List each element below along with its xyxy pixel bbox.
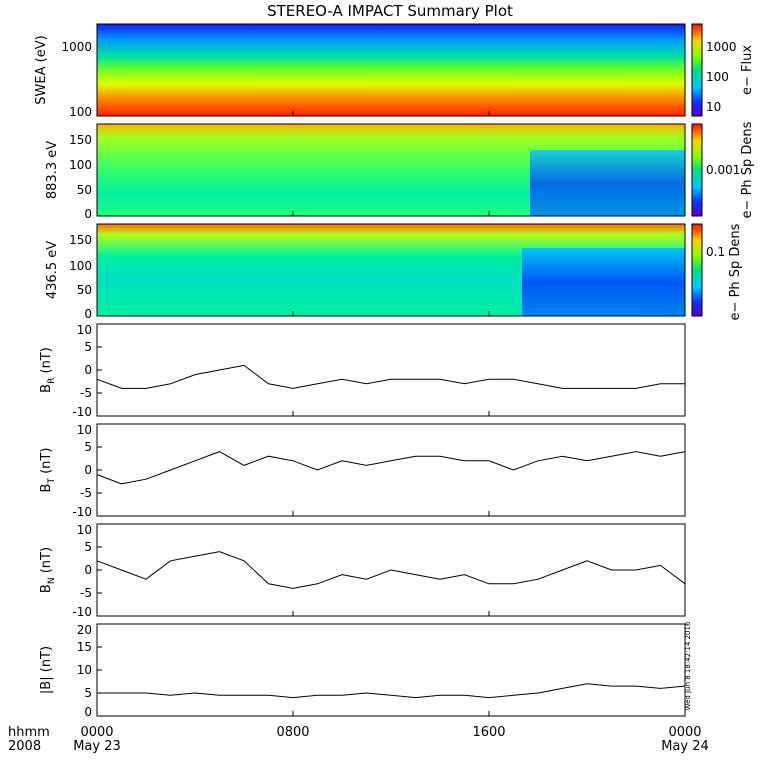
pad-883-frame — [96, 123, 686, 217]
colorbar-pad-883-tick-label: 0.001 — [706, 163, 740, 177]
bt-panel: -10 -5 0 5 10 BT (nT) — [39, 423, 686, 519]
bn-ytick-label: 5 — [84, 540, 92, 554]
xtick-label: 1600 — [472, 725, 505, 740]
bn-ytick-label: -5 — [80, 586, 92, 600]
br-panel-frame — [96, 323, 686, 417]
bt-ytick-label: -10 — [72, 505, 92, 519]
xtick-date-label: May 24 — [661, 739, 709, 754]
xtick-label: 0000 — [80, 725, 113, 740]
pad-883-ytick-label: 100 — [69, 158, 92, 172]
chart-title: STEREO-A IMPACT Summary Plot — [267, 2, 513, 20]
pad-436-panel — [96, 223, 686, 317]
bn-series-line — [96, 551, 686, 589]
bmag-series-line — [97, 683, 686, 699]
pad-883-ytick-label: 0 — [84, 207, 92, 221]
br-ytick-label: 0 — [84, 363, 92, 377]
colorbar-pad-436-title: e− Ph Sp Dens — [728, 223, 743, 320]
pad-436-ytick-label: 50 — [77, 283, 92, 297]
colorbar-flux-title: e− Flux — [740, 45, 755, 95]
pad-883-panel — [96, 123, 686, 217]
bt-series-line — [96, 451, 686, 485]
pad-883-ytick-label: 150 — [69, 133, 92, 147]
swea-spectrogram-panel — [96, 23, 686, 117]
x-unit-label: hhmm — [8, 725, 50, 740]
bmag-ytick-label: 20 — [77, 623, 92, 637]
bn-ytick-label: 10 — [77, 523, 92, 537]
bt-ytick-label: 10 — [77, 423, 92, 437]
pad-436-ytick-label: 100 — [69, 259, 92, 273]
colorbar-pad-883-gradient — [691, 123, 703, 217]
pad-436-ytick-label: 150 — [69, 233, 92, 247]
br-ylabel: BR (nT) — [39, 347, 57, 393]
br-ytick-label: 10 — [77, 323, 92, 337]
bn-panel: -10 -5 0 5 10 BN (nT) — [39, 523, 686, 619]
br-ytick-label: -10 — [72, 405, 92, 419]
colorbar-pad-883-title: e− Ph Sp Dens — [740, 121, 755, 218]
bmag-ytick-label: 5 — [84, 686, 92, 700]
colorbar-flux: 10 100 1000 e− Flux — [691, 23, 755, 117]
colorbar-pad-436-gradient — [691, 223, 703, 317]
bmag-ylabel: |B| (nT) — [39, 646, 54, 694]
bt-panel-frame — [96, 423, 686, 517]
bn-ylabel: BN (nT) — [39, 547, 57, 593]
bmag-ytick-label: 0 — [84, 705, 92, 719]
swea-ytick-label: 1000 — [61, 40, 92, 54]
colorbar-pad-883: 0.001 e− Ph Sp Dens — [691, 121, 755, 218]
xtick-label: 0000 — [668, 725, 701, 740]
x-year-label: 2008 — [8, 739, 41, 754]
bmag-panel: 0 5 10 15 20 |B| (nT) — [39, 623, 686, 719]
swea-frame — [96, 23, 686, 117]
colorbar-flux-gradient — [691, 23, 703, 117]
pad-883-depleted-region — [530, 150, 685, 216]
bn-ytick-label: 0 — [84, 563, 92, 577]
generation-timestamp: Wed Jun 8 18:42:14 2016 — [684, 621, 692, 710]
pad-436-ytick-label: 0 — [84, 307, 92, 321]
swea-ylabel: SWEA (eV) — [34, 35, 49, 104]
bt-ytick-label: 5 — [84, 440, 92, 454]
pad-883-ylabel: 883.3 eV — [45, 141, 60, 199]
bn-ytick-label: -10 — [72, 605, 92, 619]
swea-ytick-label: 100 — [69, 105, 92, 119]
colorbar-flux-tick-label: 100 — [706, 70, 729, 84]
pad-883-ytick-label: 50 — [77, 183, 92, 197]
colorbar-flux-tick-label: 1000 — [706, 40, 737, 54]
swea-heatmap — [97, 24, 685, 116]
bt-ytick-label: -5 — [80, 486, 92, 500]
bmag-panel-frame — [96, 623, 686, 717]
br-ytick-label: -5 — [80, 386, 92, 400]
bmag-ytick-label: 10 — [77, 663, 92, 677]
xtick-date-label: May 23 — [73, 739, 121, 754]
xtick-label: 0800 — [276, 725, 309, 740]
colorbar-pad-436: 0.1 e− Ph Sp Dens — [691, 223, 743, 320]
pad-436-ylabel: 436.5 eV — [45, 241, 60, 299]
colorbar-pad-436-tick-label: 0.1 — [706, 245, 725, 259]
bmag-ytick-label: 15 — [77, 640, 92, 654]
magnetic-field-series-layer: -10 -5 0 5 10 BR (nT) -10 -5 0 5 10 BT (nT) -10 -5 0 5 1… — [39, 111, 686, 719]
pad-436-depleted-region — [522, 248, 685, 316]
br-series-line — [96, 364, 685, 389]
br-panel: -10 -5 0 5 10 BR (nT) — [39, 323, 685, 419]
bt-ylabel: BT (nT) — [39, 448, 57, 493]
bt-ytick-label: 0 — [84, 463, 92, 477]
colorbar-flux-tick-label: 10 — [706, 100, 721, 114]
pad-436-frame — [96, 223, 686, 317]
br-ytick-label: 5 — [84, 340, 92, 354]
